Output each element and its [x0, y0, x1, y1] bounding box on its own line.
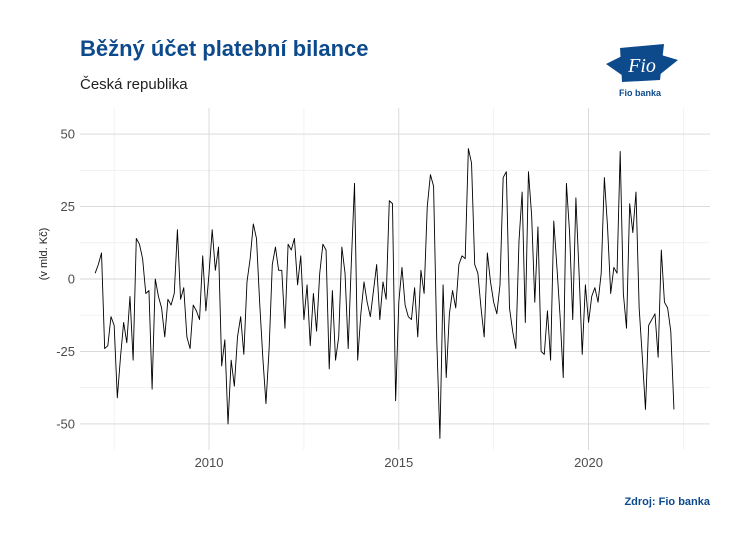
logo-mark: Fio [627, 55, 656, 77]
x-tick-label: 2010 [195, 455, 224, 470]
x-tick-label: 2020 [574, 455, 603, 470]
y-tick-label: -25 [56, 344, 75, 359]
fio-banka-logo: Fio Fio banka [606, 44, 678, 98]
y-tick-label: 25 [61, 199, 75, 214]
series-line [94, 148, 675, 439]
chart-subtitle: Česká republika [80, 76, 188, 93]
grid [80, 108, 710, 450]
logo-flag-right [658, 54, 678, 76]
chart-title: Běžný účet platební bilance [80, 36, 369, 61]
y-tick-label: 0 [68, 272, 75, 287]
y-axis-label: (v mld. Kč) [38, 228, 50, 281]
source-note: Zdroj: Fio banka [624, 496, 710, 508]
logo-name: Fio banka [619, 88, 662, 98]
y-tick-label: -50 [56, 416, 75, 431]
tick-labels: -50 -25 0 25 50 2010 2015 2020 [56, 127, 603, 470]
x-tick-label: 2015 [384, 455, 413, 470]
logo-diamond [620, 44, 664, 82]
y-tick-label: 50 [61, 127, 75, 142]
